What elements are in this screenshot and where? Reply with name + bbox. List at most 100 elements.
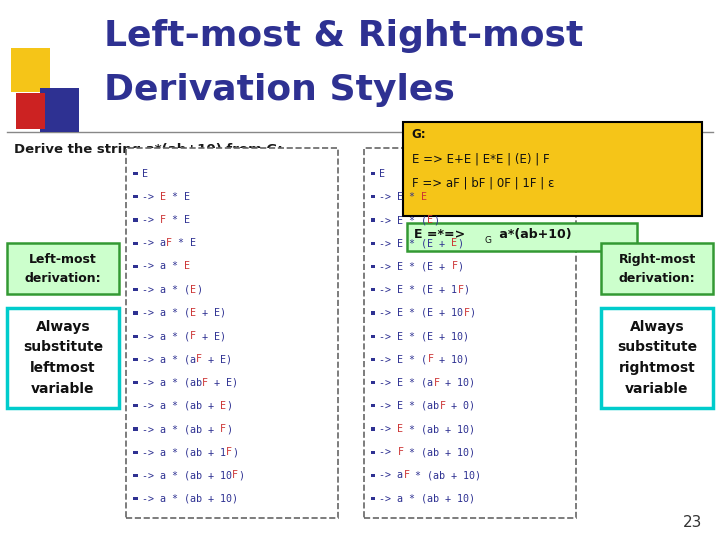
Text: ->: -> (142, 192, 160, 202)
FancyBboxPatch shape (133, 265, 138, 268)
Text: -> a * (ab: -> a * (ab (142, 377, 202, 388)
Text: -> a * (a: -> a * (a (142, 354, 196, 364)
FancyBboxPatch shape (133, 172, 138, 175)
Text: -> a * (: -> a * ( (142, 308, 190, 318)
Text: E =*=>: E =*=> (414, 228, 465, 241)
FancyBboxPatch shape (133, 241, 138, 245)
FancyBboxPatch shape (371, 172, 375, 175)
Text: E: E (142, 168, 148, 179)
Text: + E): + E) (202, 354, 232, 364)
Text: ->: -> (379, 447, 397, 457)
Text: * E: * E (166, 192, 190, 202)
FancyBboxPatch shape (364, 148, 576, 518)
FancyBboxPatch shape (601, 308, 713, 408)
Text: F: F (464, 308, 469, 318)
Text: F: F (160, 215, 166, 225)
Text: E: E (421, 192, 428, 202)
Text: E: E (428, 215, 433, 225)
FancyBboxPatch shape (133, 497, 138, 500)
FancyBboxPatch shape (407, 223, 637, 251)
Text: -> a * (ab + 10): -> a * (ab + 10) (142, 494, 238, 504)
Text: ->: -> (142, 215, 160, 225)
FancyBboxPatch shape (371, 428, 375, 431)
Text: Derivation Styles: Derivation Styles (104, 73, 455, 107)
Text: -> E * (E + 1: -> E * (E + 1 (379, 285, 457, 295)
FancyBboxPatch shape (371, 381, 375, 384)
FancyBboxPatch shape (133, 474, 138, 477)
Text: F: F (166, 238, 172, 248)
Text: F: F (220, 424, 226, 434)
Text: ): ) (232, 447, 238, 457)
FancyBboxPatch shape (371, 334, 375, 338)
FancyBboxPatch shape (371, 497, 375, 500)
Text: E: E (379, 168, 385, 179)
FancyBboxPatch shape (371, 218, 375, 221)
Text: ): ) (226, 401, 232, 411)
FancyBboxPatch shape (133, 334, 138, 338)
Text: F: F (397, 447, 403, 457)
Text: E: E (451, 238, 457, 248)
Text: ->: -> (379, 424, 397, 434)
Text: -> E * (a: -> E * (a (379, 377, 433, 388)
FancyBboxPatch shape (371, 195, 375, 198)
Text: -> a * (: -> a * ( (142, 285, 190, 295)
FancyBboxPatch shape (371, 404, 375, 407)
Text: + 10): + 10) (433, 354, 469, 364)
Text: + 0): + 0) (446, 401, 475, 411)
FancyBboxPatch shape (601, 243, 713, 294)
Text: Left-most & Right-most: Left-most & Right-most (104, 19, 584, 53)
Text: -> a * (: -> a * ( (142, 331, 190, 341)
Text: * E: * E (172, 238, 196, 248)
Text: -> a * (ab +: -> a * (ab + (142, 401, 220, 411)
Text: -> a * (ab + 10): -> a * (ab + 10) (379, 494, 475, 504)
FancyBboxPatch shape (133, 450, 138, 454)
Text: * (ab + 10): * (ab + 10) (403, 447, 475, 457)
Text: -> a: -> a (142, 238, 166, 248)
FancyBboxPatch shape (133, 428, 138, 431)
Text: F => aF | bF | 0F | 1F | ε: F => aF | bF | 0F | 1F | ε (412, 177, 554, 190)
FancyBboxPatch shape (133, 311, 138, 314)
FancyBboxPatch shape (133, 218, 138, 221)
Text: -> a * (ab + 1: -> a * (ab + 1 (142, 447, 226, 457)
Text: * (ab + 10): * (ab + 10) (410, 470, 482, 481)
Text: -> E *: -> E * (379, 192, 421, 202)
Text: F: F (190, 331, 196, 341)
Text: ): ) (196, 285, 202, 295)
Text: F: F (196, 354, 202, 364)
Text: E: E (184, 261, 190, 272)
Text: ): ) (469, 308, 475, 318)
FancyBboxPatch shape (11, 48, 50, 92)
FancyBboxPatch shape (371, 265, 375, 268)
Text: ): ) (464, 285, 469, 295)
Text: Right-most
derivation:: Right-most derivation: (618, 253, 696, 285)
FancyBboxPatch shape (40, 88, 79, 132)
FancyBboxPatch shape (7, 243, 119, 294)
Text: F: F (433, 377, 439, 388)
FancyBboxPatch shape (133, 195, 138, 198)
Text: -> a *: -> a * (142, 261, 184, 272)
Text: -> E * (E +: -> E * (E + (379, 261, 451, 272)
Text: -> E * (E +: -> E * (E + (379, 238, 451, 248)
FancyBboxPatch shape (371, 474, 375, 477)
Text: E => E+E | E*E | (E) | F: E => E+E | E*E | (E) | F (412, 152, 549, 165)
Text: E: E (190, 285, 196, 295)
Text: * (ab + 10): * (ab + 10) (403, 424, 475, 434)
Text: -> E * (ab: -> E * (ab (379, 401, 439, 411)
Text: F: F (457, 285, 464, 295)
FancyBboxPatch shape (371, 357, 375, 361)
Text: E: E (220, 401, 226, 411)
FancyBboxPatch shape (371, 288, 375, 292)
FancyBboxPatch shape (133, 381, 138, 384)
Text: G:: G: (412, 128, 426, 141)
Text: ): ) (457, 238, 464, 248)
Text: F: F (202, 377, 208, 388)
Text: + E): + E) (196, 331, 226, 341)
Text: -> E * (E + 10): -> E * (E + 10) (379, 331, 469, 341)
FancyBboxPatch shape (133, 357, 138, 361)
FancyBboxPatch shape (403, 122, 702, 216)
Text: Always
substitute
rightmost
variable: Always substitute rightmost variable (617, 320, 697, 396)
Text: F: F (451, 261, 457, 272)
Text: E: E (397, 424, 403, 434)
Text: -> E * (E + 10: -> E * (E + 10 (379, 308, 464, 318)
Text: a*(ab+10): a*(ab+10) (495, 228, 571, 241)
